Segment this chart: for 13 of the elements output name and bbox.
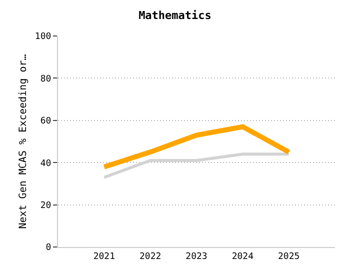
y-tick-label: 40 — [40, 158, 52, 169]
y-tick-label: 80 — [40, 74, 52, 84]
y-tick-label: 100 — [34, 32, 52, 42]
y-axis-title: Next Gen MCAS % Exceeding or… — [18, 54, 29, 229]
x-tick-label: 2021 — [93, 252, 116, 262]
y-tick-label: 60 — [40, 116, 52, 127]
y-tick-label: 20 — [40, 200, 52, 211]
x-tick-label: 2024 — [232, 252, 254, 262]
x-tick-label: 2022 — [139, 252, 162, 262]
x-tick-label: 2023 — [186, 252, 208, 262]
x-tick-label: 2025 — [278, 252, 300, 262]
chart-title: Mathematics — [138, 8, 212, 22]
y-tick-label: 0 — [46, 243, 52, 254]
